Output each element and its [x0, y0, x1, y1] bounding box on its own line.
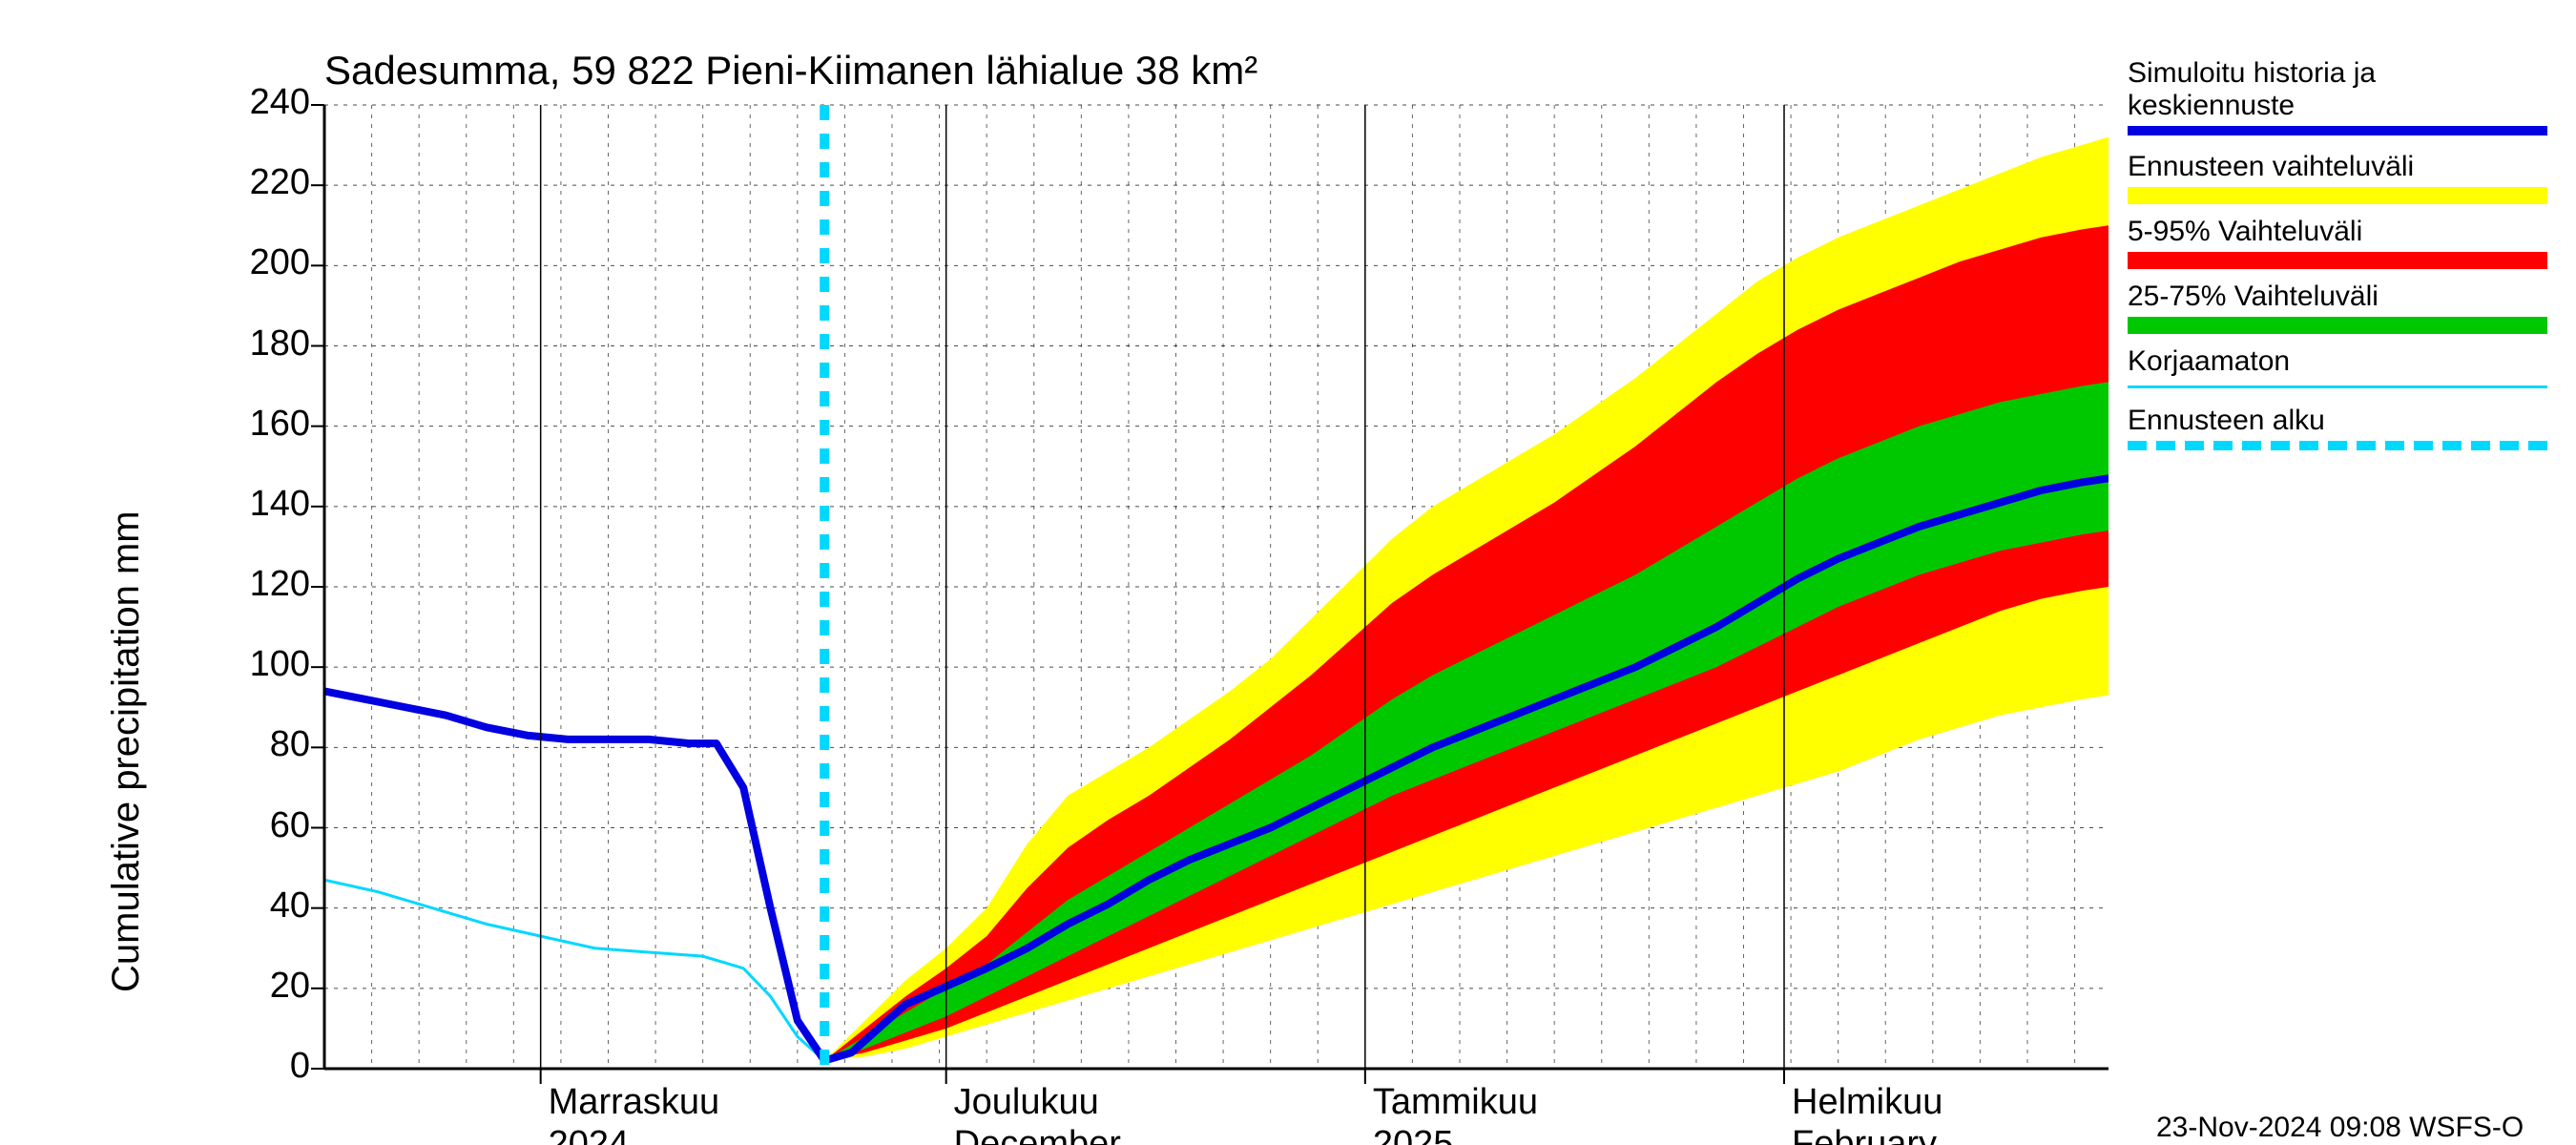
legend-label: Ennusteen vaihteluväli: [2128, 151, 2414, 182]
legend-swatch: [2128, 317, 2547, 334]
legend-label: 5-95% Vaihteluväli: [2128, 216, 2362, 247]
legend-swatch: [2128, 126, 2547, 135]
legend-swatch: [2128, 441, 2547, 450]
legend-label: Ennusteen alku: [2128, 405, 2325, 436]
chart-container: Sadesumma, 59 822 Pieni-Kiimanen lähialu…: [0, 0, 2576, 1145]
legend-label: keskiennuste: [2128, 90, 2295, 121]
legend-label: 25-75% Vaihteluväli: [2128, 281, 2379, 312]
legend-label: Simuloitu historia ja: [2128, 57, 2376, 89]
legend-swatch: [2128, 385, 2547, 388]
legend-label: Korjaamaton: [2128, 345, 2290, 377]
legend-swatch: [2128, 252, 2547, 269]
footer-timestamp: 23-Nov-2024 09:08 WSFS-O: [2156, 1112, 2524, 1144]
legend-swatch: [2128, 187, 2547, 204]
